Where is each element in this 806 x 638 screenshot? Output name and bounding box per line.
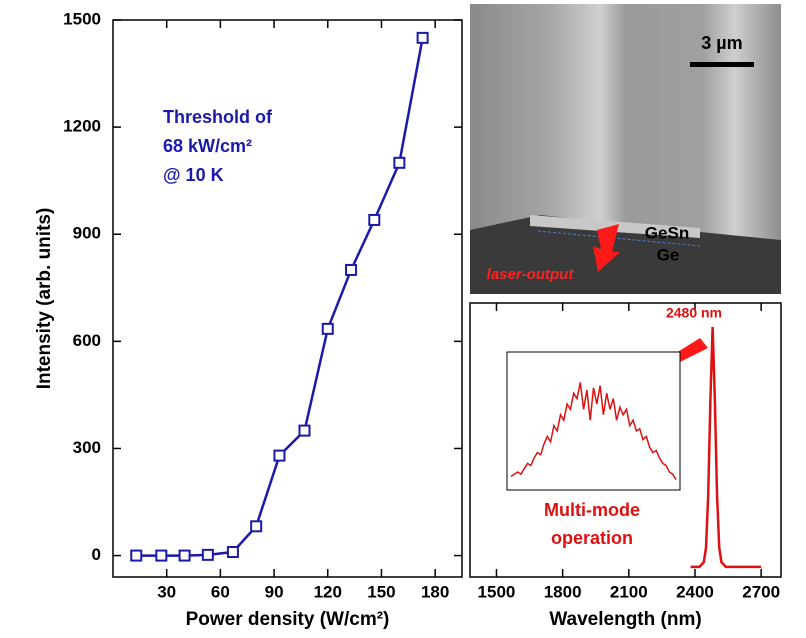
y-tick-label: 900: [73, 224, 101, 243]
x-tick-label: 2400: [676, 582, 714, 601]
data-point: [321, 322, 334, 335]
data-point: [345, 263, 358, 276]
x-tick-label: 2100: [610, 582, 648, 601]
x-tick-label: 2700: [742, 582, 780, 601]
x-tick-label: 150: [367, 582, 395, 601]
annotation: Threshold of: [163, 107, 273, 127]
data-point: [226, 546, 239, 559]
data-line: [690, 326, 762, 569]
data-point: [393, 156, 406, 169]
layer-label: Ge: [657, 245, 680, 264]
data-point: [201, 548, 214, 561]
y-tick-label: 0: [92, 545, 101, 564]
data-point: [298, 424, 311, 437]
annotation: @ 10 K: [163, 165, 224, 185]
plot-frame: [112, 19, 463, 578]
arrow-label: laser-output: [487, 266, 575, 283]
annotation: Multi-mode: [544, 500, 640, 520]
scale-bar-label: 3 µm: [701, 33, 742, 53]
annotation: operation: [551, 528, 633, 548]
data-point: [178, 549, 191, 562]
y-tick-label: 1200: [63, 117, 101, 136]
annotation: 68 kW/cm²: [163, 136, 252, 156]
data-point: [368, 213, 381, 226]
x-tick-label: 60: [211, 582, 230, 601]
inset-line: [510, 382, 677, 480]
x-tick-label: 1800: [544, 582, 582, 601]
y-axis-label: Intensity (arb. units): [34, 208, 55, 390]
y-tick-label: 300: [73, 438, 101, 457]
data-point: [273, 449, 286, 462]
data-point: [416, 31, 429, 44]
x-axis-label: Power density (W/cm²): [186, 609, 390, 630]
y-tick-label: 1500: [63, 9, 101, 28]
y-tick-label: 600: [73, 331, 101, 350]
x-axis-label: Wavelength (nm): [549, 609, 701, 630]
sem-image: [470, 4, 781, 294]
data-point: [130, 549, 143, 562]
data-point: [155, 549, 168, 562]
peak-label: 2480 nm: [666, 305, 722, 321]
x-tick-label: 1500: [478, 582, 516, 601]
x-tick-label: 90: [265, 582, 284, 601]
plot-frame: [469, 302, 782, 578]
inset-frame: [506, 351, 681, 491]
data-point: [250, 520, 263, 533]
x-tick-label: 120: [314, 582, 342, 601]
x-tick-label: 180: [421, 582, 449, 601]
layer-label: GeSn: [645, 223, 689, 242]
x-tick-label: 30: [157, 582, 176, 601]
